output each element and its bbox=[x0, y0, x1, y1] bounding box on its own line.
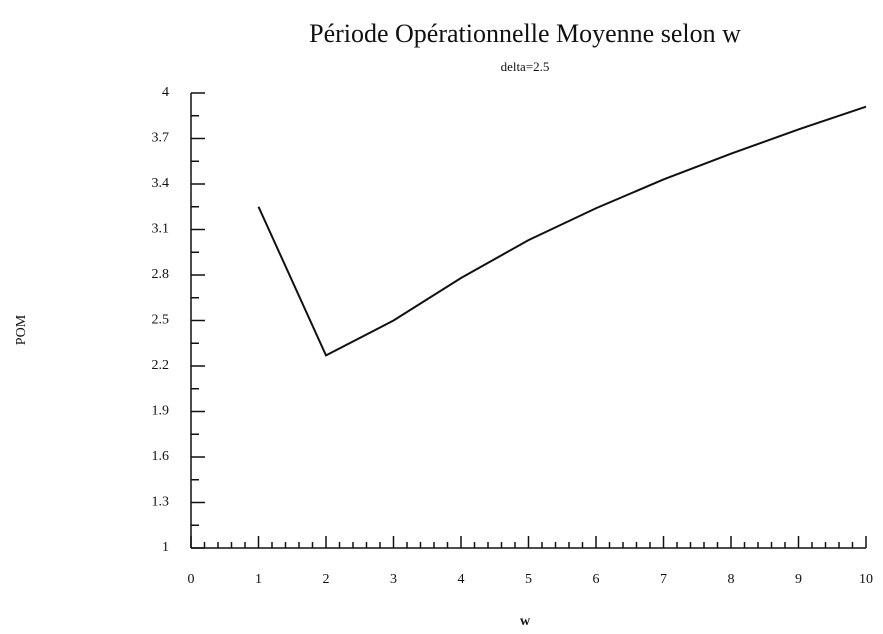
x-tick-label: 3 bbox=[390, 572, 397, 587]
x-tick-label: 2 bbox=[323, 572, 330, 587]
chart-title: Période Opérationnelle Moyenne selon w bbox=[309, 19, 741, 48]
x-tick-label: 9 bbox=[795, 572, 802, 587]
x-tick-label: 4 bbox=[458, 572, 465, 587]
y-tick-label: 1.9 bbox=[152, 404, 170, 419]
y-tick-label: 1.3 bbox=[152, 495, 170, 510]
y-tick-label: 3.1 bbox=[152, 222, 170, 237]
x-tick-label: 1 bbox=[255, 572, 262, 587]
y-tick-label: 2.8 bbox=[152, 267, 170, 282]
x-tick-label: 6 bbox=[593, 572, 600, 587]
y-tick-label: 1 bbox=[162, 540, 169, 555]
y-tick-label: 2.5 bbox=[152, 313, 170, 328]
x-tick-label: 8 bbox=[728, 572, 735, 587]
line-series bbox=[257, 105, 867, 357]
y-tick-label: 2.2 bbox=[152, 358, 170, 373]
x-tick-label: 10 bbox=[859, 572, 873, 587]
y-tick-label: 3.7 bbox=[152, 131, 170, 146]
x-tick-label: 5 bbox=[525, 572, 532, 587]
y-tick-label: 1.6 bbox=[152, 449, 170, 464]
x-tick-label: 7 bbox=[660, 572, 667, 587]
y-tick-label: 4 bbox=[162, 85, 169, 100]
y-axis-label: POM bbox=[14, 314, 29, 345]
chart-subtitle: delta=2.5 bbox=[501, 59, 550, 74]
x-axis-label: w bbox=[520, 614, 531, 629]
y-tick-label: 3.4 bbox=[152, 176, 170, 191]
x-tick-label: 0 bbox=[188, 572, 195, 587]
